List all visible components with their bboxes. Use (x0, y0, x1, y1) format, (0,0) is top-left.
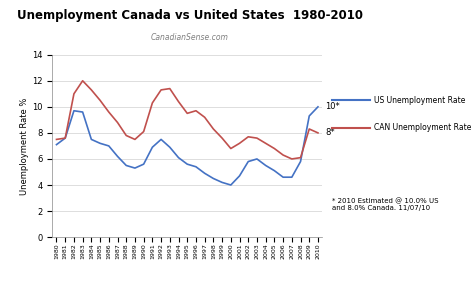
US Unemployment Rate (272, 169, 277, 172)
CAN Unemployment Rate (202, 116, 208, 119)
CAN Unemployment Rate (193, 109, 199, 112)
Text: * 2010 Estimated @ 10.0% US
and 8.0% Canada. 11/07/10: * 2010 Estimated @ 10.0% US and 8.0% Can… (332, 198, 438, 211)
US Unemployment Rate (176, 156, 182, 160)
CAN Unemployment Rate (97, 98, 103, 102)
CAN Unemployment Rate (71, 92, 77, 96)
CAN Unemployment Rate (115, 121, 120, 124)
CAN Unemployment Rate (315, 131, 321, 135)
Text: Unemployment Canada vs United States  1980-2010: Unemployment Canada vs United States 198… (17, 9, 363, 22)
CAN Unemployment Rate (167, 87, 173, 90)
CAN Unemployment Rate (158, 88, 164, 92)
US Unemployment Rate (149, 145, 155, 149)
CAN Unemployment Rate (210, 127, 216, 131)
CAN Unemployment Rate (63, 136, 68, 140)
CAN Unemployment Rate (237, 141, 242, 145)
CAN Unemployment Rate (263, 141, 268, 145)
US Unemployment Rate (280, 175, 286, 179)
US Unemployment Rate (202, 171, 208, 175)
CAN Unemployment Rate (289, 157, 295, 161)
Text: CanadianSense.com: CanadianSense.com (151, 33, 228, 43)
Text: US Unemployment Rate: US Unemployment Rate (374, 96, 466, 105)
CAN Unemployment Rate (80, 79, 85, 83)
US Unemployment Rate (97, 141, 103, 145)
Text: CAN Unemployment Rate: CAN Unemployment Rate (374, 123, 472, 132)
CAN Unemployment Rate (176, 100, 182, 103)
US Unemployment Rate (54, 143, 59, 147)
CAN Unemployment Rate (246, 135, 251, 139)
CAN Unemployment Rate (132, 138, 138, 141)
US Unemployment Rate (306, 114, 312, 118)
CAN Unemployment Rate (106, 110, 112, 114)
CAN Unemployment Rate (254, 136, 260, 140)
Y-axis label: Unemployment Rate %: Unemployment Rate % (20, 97, 29, 195)
US Unemployment Rate (246, 160, 251, 163)
US Unemployment Rate (237, 174, 242, 178)
CAN Unemployment Rate (219, 136, 225, 140)
US Unemployment Rate (89, 138, 94, 141)
US Unemployment Rate (219, 181, 225, 184)
CAN Unemployment Rate (298, 156, 303, 160)
US Unemployment Rate (123, 164, 129, 167)
Line: CAN Unemployment Rate: CAN Unemployment Rate (56, 81, 318, 159)
CAN Unemployment Rate (149, 101, 155, 105)
US Unemployment Rate (141, 162, 146, 166)
CAN Unemployment Rate (123, 134, 129, 137)
CAN Unemployment Rate (89, 88, 94, 92)
Line: US Unemployment Rate: US Unemployment Rate (56, 107, 318, 185)
CAN Unemployment Rate (54, 138, 59, 141)
CAN Unemployment Rate (306, 127, 312, 131)
US Unemployment Rate (115, 154, 120, 158)
CAN Unemployment Rate (280, 153, 286, 157)
US Unemployment Rate (63, 136, 68, 140)
CAN Unemployment Rate (184, 112, 190, 115)
Text: 8*: 8* (325, 128, 335, 137)
US Unemployment Rate (289, 175, 295, 179)
US Unemployment Rate (106, 144, 112, 148)
US Unemployment Rate (193, 165, 199, 169)
US Unemployment Rate (184, 162, 190, 166)
US Unemployment Rate (315, 105, 321, 109)
US Unemployment Rate (228, 183, 234, 187)
US Unemployment Rate (210, 177, 216, 180)
CAN Unemployment Rate (272, 147, 277, 150)
US Unemployment Rate (80, 110, 85, 114)
CAN Unemployment Rate (228, 147, 234, 150)
US Unemployment Rate (71, 109, 77, 112)
CAN Unemployment Rate (141, 130, 146, 133)
US Unemployment Rate (158, 138, 164, 141)
US Unemployment Rate (132, 166, 138, 170)
US Unemployment Rate (167, 145, 173, 149)
Text: 10*: 10* (325, 102, 340, 111)
US Unemployment Rate (263, 164, 268, 167)
US Unemployment Rate (298, 160, 303, 163)
US Unemployment Rate (254, 157, 260, 161)
